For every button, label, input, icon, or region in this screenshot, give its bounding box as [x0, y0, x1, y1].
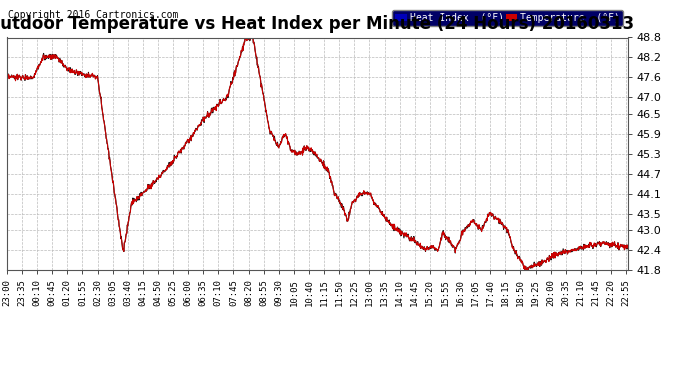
Legend: Heat Index  (°F), Temperature  (°F): Heat Index (°F), Temperature (°F)	[392, 10, 623, 26]
Text: Copyright 2016 Cartronics.com: Copyright 2016 Cartronics.com	[8, 10, 178, 20]
Text: Outdoor Temperature vs Heat Index per Minute (24 Hours) 20160313: Outdoor Temperature vs Heat Index per Mi…	[0, 15, 635, 33]
